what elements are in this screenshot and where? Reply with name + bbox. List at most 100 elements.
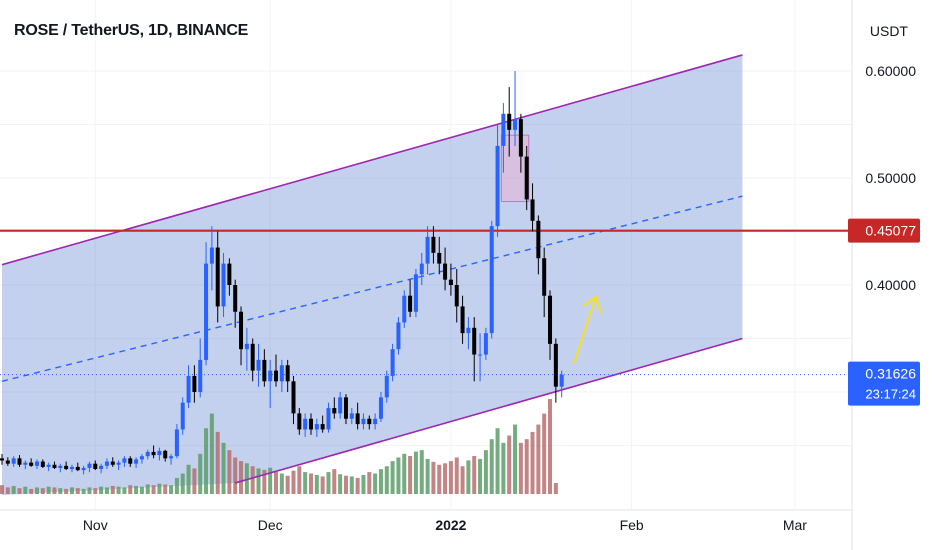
candle-body	[209, 247, 214, 264]
candle-body	[279, 365, 284, 382]
volume-bar	[472, 456, 477, 494]
candle-body	[180, 402, 185, 430]
candle-body	[460, 306, 465, 334]
candle-body	[256, 359, 261, 371]
volume-bar	[262, 469, 267, 494]
volume-bar	[303, 472, 308, 494]
volume-bar	[419, 450, 424, 494]
volume-bar	[478, 458, 483, 494]
volume-bar	[553, 483, 558, 494]
candle-body	[553, 343, 558, 387]
candle-body	[489, 226, 494, 334]
candle-body	[402, 295, 407, 323]
candle-body	[326, 408, 331, 430]
time-axis: Nov Dec 2022 Feb Mar	[83, 517, 807, 533]
volume-bar	[186, 464, 191, 494]
volume-bar	[34, 487, 39, 494]
candle-body	[448, 279, 453, 285]
candle-body	[338, 397, 343, 414]
resistance-tag: 0.45077	[848, 218, 920, 243]
candle-body	[69, 466, 74, 470]
volume-bar	[466, 460, 471, 494]
candle-body	[192, 375, 197, 392]
volume-bar	[110, 485, 115, 494]
volume-bar	[396, 457, 401, 494]
volume-bar	[122, 487, 127, 494]
candle-body	[536, 220, 541, 259]
volume-bar	[518, 442, 523, 494]
volume-bar	[151, 485, 156, 494]
candle-body	[419, 263, 424, 275]
volume-bar	[233, 457, 238, 494]
candle-body	[285, 365, 290, 382]
volume-bar	[513, 424, 518, 494]
candle-body	[548, 295, 553, 344]
volume-bar	[139, 486, 144, 494]
candle-body	[384, 375, 389, 398]
volume-bar	[69, 487, 74, 494]
candle-body	[559, 374, 564, 387]
volume-bar	[268, 467, 273, 494]
candle-body	[110, 461, 115, 465]
volume-bar	[40, 488, 45, 494]
candle-body	[58, 465, 63, 468]
candle-body	[99, 465, 104, 470]
candle-body	[163, 450, 168, 459]
volume-bar	[58, 488, 63, 494]
candle-body	[81, 467, 86, 471]
volume-bar	[244, 463, 249, 494]
candle-body	[268, 370, 273, 382]
candle-body	[396, 322, 401, 350]
volume-bar	[326, 472, 331, 494]
candle-body	[303, 418, 308, 430]
candle-body	[443, 263, 448, 280]
volume-bar	[215, 431, 220, 494]
price-tag-bg	[848, 361, 920, 406]
x-tick-label: Mar	[783, 517, 807, 533]
volume-bar	[239, 461, 244, 494]
candle-body	[93, 463, 98, 470]
candle-body	[530, 199, 535, 221]
volume-bar	[542, 413, 547, 494]
volume-bar	[489, 439, 494, 494]
x-tick-label: 2022	[435, 517, 466, 533]
volume-bar	[507, 435, 512, 494]
volume-bar	[367, 472, 372, 494]
volume-bar	[134, 485, 139, 494]
candle-body	[198, 359, 203, 392]
candle-body	[373, 418, 378, 425]
volume-bar	[425, 458, 430, 494]
candle-body	[349, 413, 354, 419]
candle-body	[29, 462, 34, 466]
volume-bar	[180, 473, 185, 494]
bullish-arrow	[573, 295, 602, 365]
volume-bar	[384, 466, 389, 494]
candle-body	[297, 413, 302, 430]
candle-body	[454, 285, 459, 307]
candle-body	[262, 359, 267, 382]
candle-body	[174, 429, 179, 457]
volume-bar	[413, 451, 418, 494]
candle-body	[355, 413, 360, 425]
candle-body	[314, 424, 319, 430]
volume-bar	[116, 486, 121, 494]
volume-bar	[198, 453, 203, 494]
volume-bar	[483, 450, 488, 494]
volume-bar	[250, 466, 255, 494]
current-price-tag: 0.31626 23:17:24	[848, 361, 920, 406]
candle-body	[116, 462, 121, 465]
candle-body	[507, 113, 512, 130]
price-tag-countdown: 23:17:24	[865, 387, 916, 402]
candle-body	[378, 397, 383, 419]
candles	[0, 71, 564, 475]
candle-body	[291, 381, 296, 414]
volume-bar	[297, 466, 302, 494]
price-tag-value: 0.31626	[865, 366, 916, 382]
candle-body	[204, 263, 209, 360]
candle-body	[408, 295, 413, 312]
volume-bar	[227, 450, 232, 494]
volume-bar	[174, 477, 179, 494]
candle-body	[437, 252, 442, 264]
